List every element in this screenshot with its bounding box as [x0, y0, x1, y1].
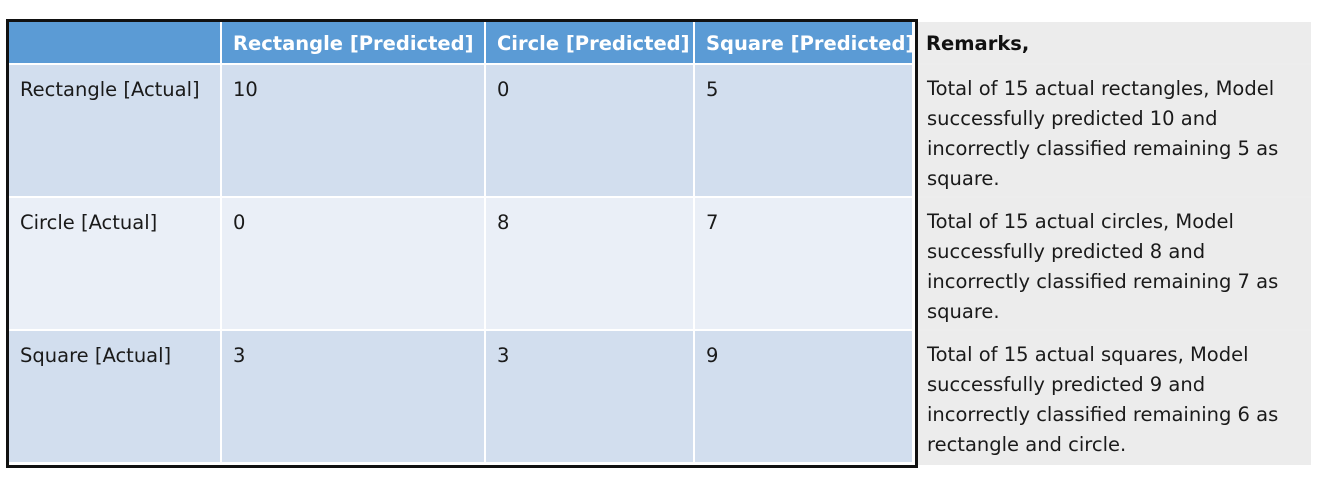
header-rectangle-predicted: Rectangle [Predicted] — [222, 22, 484, 63]
cell-circle-circle: 8 — [486, 198, 693, 329]
cell-square-circle: 3 — [486, 331, 693, 462]
cell-circle-rect: 0 — [222, 198, 484, 329]
cell-square-rect: 3 — [222, 331, 484, 462]
cell-rect-square: 5 — [695, 65, 912, 196]
matrix-border — [6, 19, 918, 468]
remark-rectangle: Total of 15 actual rectangles, Model suc… — [915, 65, 1311, 196]
header-square-predicted: Square [Predicted] — [695, 22, 914, 63]
header-circle-predicted: Circle [Predicted] — [486, 22, 693, 63]
row-label-circle-actual: Circle [Actual] — [9, 198, 220, 329]
cell-square-square: 9 — [695, 331, 912, 462]
row-label-square-actual: Square [Actual] — [9, 331, 220, 462]
header-remarks: Remarks, — [915, 22, 1311, 63]
row-label-rectangle-actual: Rectangle [Actual] — [9, 65, 220, 196]
remark-circle: Total of 15 actual circles, Model succes… — [915, 198, 1311, 329]
cell-rect-rect: 10 — [222, 65, 484, 196]
header-corner — [9, 22, 220, 63]
cell-circle-square: 7 — [695, 198, 912, 329]
cell-rect-circle: 0 — [486, 65, 693, 196]
remark-square: Total of 15 actual squares, Model succes… — [915, 331, 1311, 465]
